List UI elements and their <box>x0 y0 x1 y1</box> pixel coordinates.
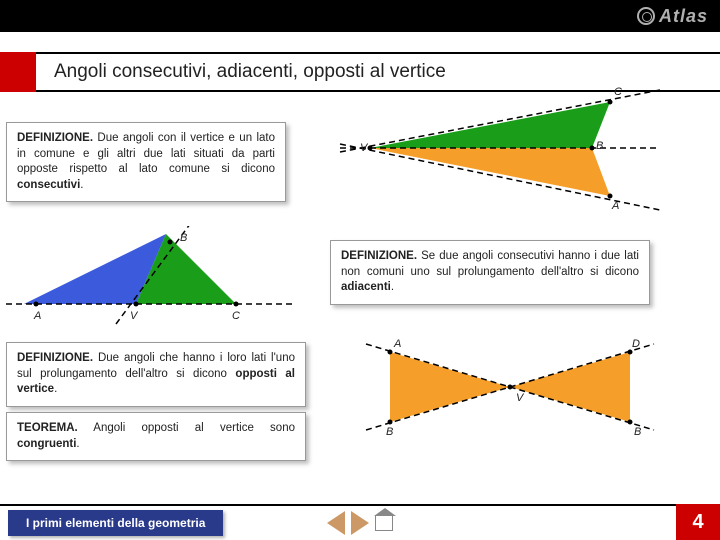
def-tail-3: . <box>54 383 57 395</box>
label-V-1: V <box>360 142 367 154</box>
home-icon[interactable] <box>375 515 393 531</box>
diagram-adjacent <box>6 226 296 326</box>
label-V-3: V <box>516 392 523 404</box>
teorema-text: Angoli opposti al vertice sono <box>78 422 295 434</box>
label-A-1: A <box>612 200 619 212</box>
logo: Atlas <box>637 6 708 27</box>
def-label-2: DEFINIZIONE. <box>341 250 417 262</box>
def-tail-2: . <box>391 281 394 293</box>
label-B-2: B <box>180 232 187 244</box>
label-V-2: V <box>130 310 137 322</box>
label-B-1: B <box>596 140 603 152</box>
def-label: DEFINIZIONE. <box>17 132 93 144</box>
topbar: Atlas <box>0 0 720 32</box>
teorema-tail: . <box>76 438 79 450</box>
label-A-3: A <box>394 338 401 350</box>
label-D-3: D <box>632 338 640 350</box>
label-B-3b: B <box>634 426 641 438</box>
diagram-opposite <box>360 332 660 452</box>
title-row: Angoli consecutivi, adiacenti, opposti a… <box>0 52 720 92</box>
def-tail: . <box>80 179 83 191</box>
label-C-2: C <box>232 310 240 322</box>
logo-text: Atlas <box>659 6 708 27</box>
theorem-congruent: TEOREMA. Angoli opposti al vertice sono … <box>6 412 306 461</box>
def-bold-2: adiacenti <box>341 281 391 293</box>
teorema-bold: congruenti <box>17 438 76 450</box>
teorema-label: TEOREMA. <box>17 422 78 434</box>
page-number: 4 <box>676 504 720 540</box>
footer-nav <box>327 511 393 535</box>
definition-adjacent: DEFINIZIONE. Se due angoli consecutivi h… <box>330 240 650 305</box>
definition-opposite: DEFINIZIONE. Due angoli che hanno i loro… <box>6 342 306 407</box>
diagram-consecutive <box>330 88 660 218</box>
def-label-3: DEFINIZIONE. <box>17 352 93 364</box>
label-A-2: A <box>34 310 41 322</box>
label-B-3a: B <box>386 426 393 438</box>
content-area: DEFINIZIONE. Due angoli con il vertice e… <box>0 92 720 492</box>
title-accent <box>0 52 36 92</box>
prev-icon[interactable] <box>327 511 345 535</box>
definition-consecutive: DEFINIZIONE. Due angoli con il vertice e… <box>6 122 286 202</box>
globe-icon <box>637 7 655 25</box>
footer-title: I primi elementi della geometria <box>8 510 223 536</box>
footer: I primi elementi della geometria 4 <box>0 504 720 540</box>
def-bold: consecutivi <box>17 179 80 191</box>
label-C-1: C <box>614 86 622 98</box>
next-icon[interactable] <box>351 511 369 535</box>
